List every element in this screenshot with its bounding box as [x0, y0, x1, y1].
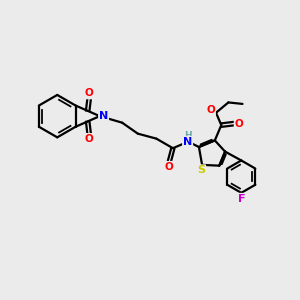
Text: O: O — [235, 118, 243, 129]
Text: N: N — [99, 111, 108, 121]
Text: O: O — [85, 88, 94, 98]
Text: O: O — [85, 134, 94, 144]
Text: F: F — [238, 194, 245, 204]
Text: O: O — [165, 162, 174, 172]
Text: O: O — [206, 105, 215, 116]
Text: N: N — [183, 137, 192, 147]
Text: S: S — [197, 165, 205, 175]
Text: H: H — [184, 131, 192, 140]
